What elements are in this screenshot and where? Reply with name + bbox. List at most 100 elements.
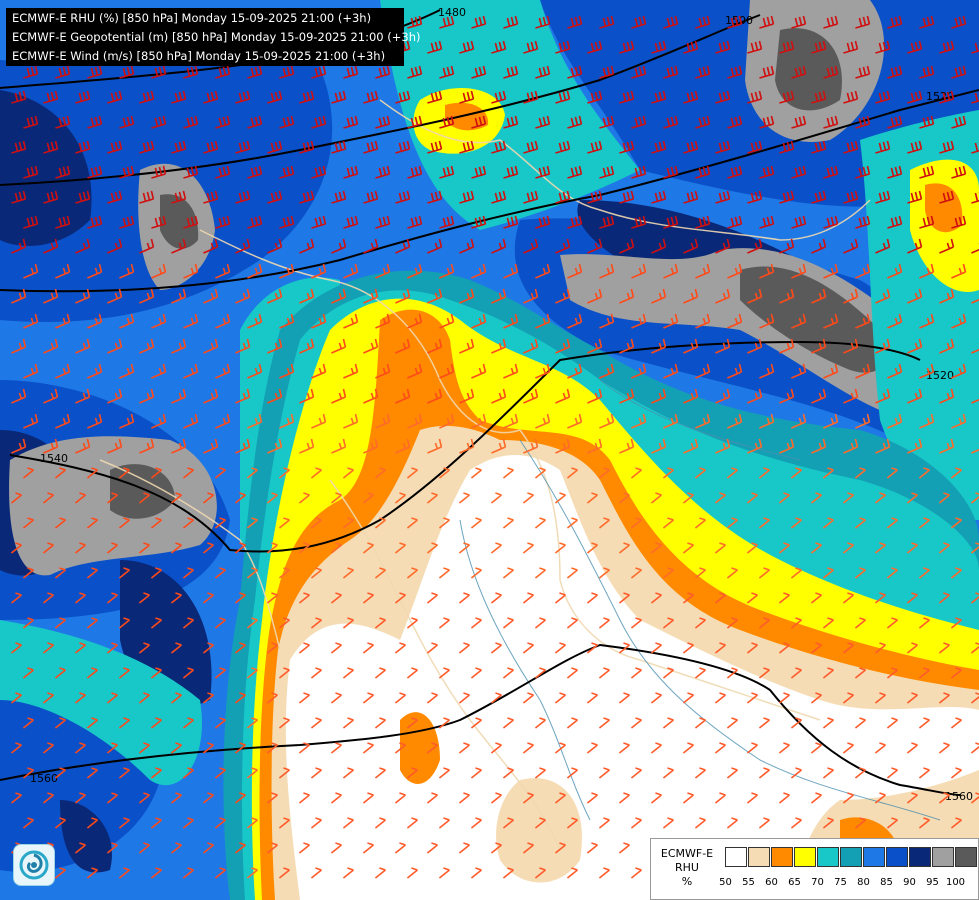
wind-barb [375, 413, 391, 429]
wind-barb [11, 238, 27, 254]
wind-barb [278, 717, 290, 729]
wind-barb [426, 792, 438, 804]
wind-barb [470, 667, 482, 679]
wind-barb [778, 492, 790, 504]
wind-barb [439, 65, 455, 79]
wind-barb [170, 592, 182, 604]
wind-barb [311, 313, 327, 329]
wind-barb [86, 467, 98, 479]
wind-barb [170, 492, 182, 504]
wind-barb [503, 115, 519, 129]
wind-barb [267, 388, 283, 404]
wind-barb [55, 263, 71, 279]
wind-barb [522, 692, 534, 704]
wind-barb [694, 517, 706, 529]
wind-barb [74, 542, 86, 554]
wind-barb [523, 238, 539, 254]
wind-barb [279, 363, 295, 379]
legend-tick: 75 [834, 877, 847, 888]
wind-barb [855, 313, 871, 329]
wind-barb [11, 338, 27, 354]
wind-barb [171, 140, 187, 154]
wind-barb [459, 338, 475, 354]
wind-barb [662, 567, 674, 579]
wind-barb [427, 338, 443, 354]
wind-barb [406, 517, 418, 529]
legend-swatch [886, 847, 908, 867]
wind-barb [75, 140, 91, 154]
wind-barb [234, 492, 246, 504]
wind-barb [170, 642, 182, 654]
wind-barb [459, 388, 475, 404]
wind-barb [695, 165, 711, 179]
wind-barb [790, 817, 802, 829]
wind-barb [215, 115, 231, 129]
wind-barb [438, 567, 450, 579]
wind-barb [694, 717, 706, 729]
wind-barb [683, 190, 699, 204]
wind-barb [843, 90, 859, 104]
wind-barb [491, 288, 507, 304]
wind-barb [790, 717, 802, 729]
wind-barb [938, 492, 950, 504]
wind-barb [298, 742, 310, 754]
wind-barb [682, 542, 694, 554]
wind-barb [887, 115, 903, 129]
wind-barb [534, 667, 546, 679]
wind-barb [23, 413, 39, 429]
map-title-box: ECMWF-E RHU (%) [850 hPa] Monday 15-09-2… [6, 8, 420, 66]
wind-barb [203, 190, 219, 204]
wind-barb [779, 388, 795, 404]
wind-barb [663, 413, 679, 429]
wind-barb [650, 642, 662, 654]
wind-barb [726, 817, 738, 829]
wind-barb [203, 90, 219, 104]
wind-barb [106, 842, 118, 854]
wind-barb [567, 413, 583, 429]
wind-barb [247, 263, 263, 279]
wind-barb [599, 363, 615, 379]
wind-barb [906, 642, 918, 654]
wind-barb [170, 792, 182, 804]
wind-barb [234, 692, 246, 704]
wind-barb [502, 667, 514, 679]
wind-barb [566, 717, 578, 729]
wind-barb [779, 140, 795, 154]
wind-barb [811, 388, 827, 404]
wind-barb [459, 140, 475, 154]
wind-barb [214, 467, 226, 479]
wind-barb [491, 40, 507, 54]
wind-barb [523, 438, 539, 454]
wind-barb [854, 467, 866, 479]
wind-barb [843, 338, 859, 354]
wind-barb [375, 263, 391, 279]
wind-barb [23, 363, 39, 379]
wind-barb [471, 115, 487, 129]
legend-tick: 60 [765, 877, 778, 888]
wind-barb [74, 642, 86, 654]
wind-barb [907, 238, 923, 254]
wind-barb [619, 438, 635, 454]
wind-barb [503, 15, 519, 29]
wind-barb [554, 542, 566, 554]
wind-barb [503, 363, 519, 379]
wind-barb [247, 215, 263, 229]
wind-barb [502, 617, 514, 629]
wind-barb [491, 90, 507, 104]
wind-barb [278, 817, 290, 829]
wind-barb [555, 140, 571, 154]
wind-barb [235, 238, 251, 254]
wind-barb [843, 388, 859, 404]
wind-barb [343, 313, 359, 329]
wind-barb [790, 617, 802, 629]
wind-barb [779, 338, 795, 354]
wind-barb [491, 388, 507, 404]
wind-barb [855, 215, 871, 229]
legend-swatches [725, 847, 978, 867]
wind-barb [183, 363, 199, 379]
wind-barb [55, 363, 71, 379]
wind-barb [55, 215, 71, 229]
wind-barb [950, 817, 962, 829]
wind-barb [266, 842, 278, 854]
wind-barb [586, 792, 598, 804]
